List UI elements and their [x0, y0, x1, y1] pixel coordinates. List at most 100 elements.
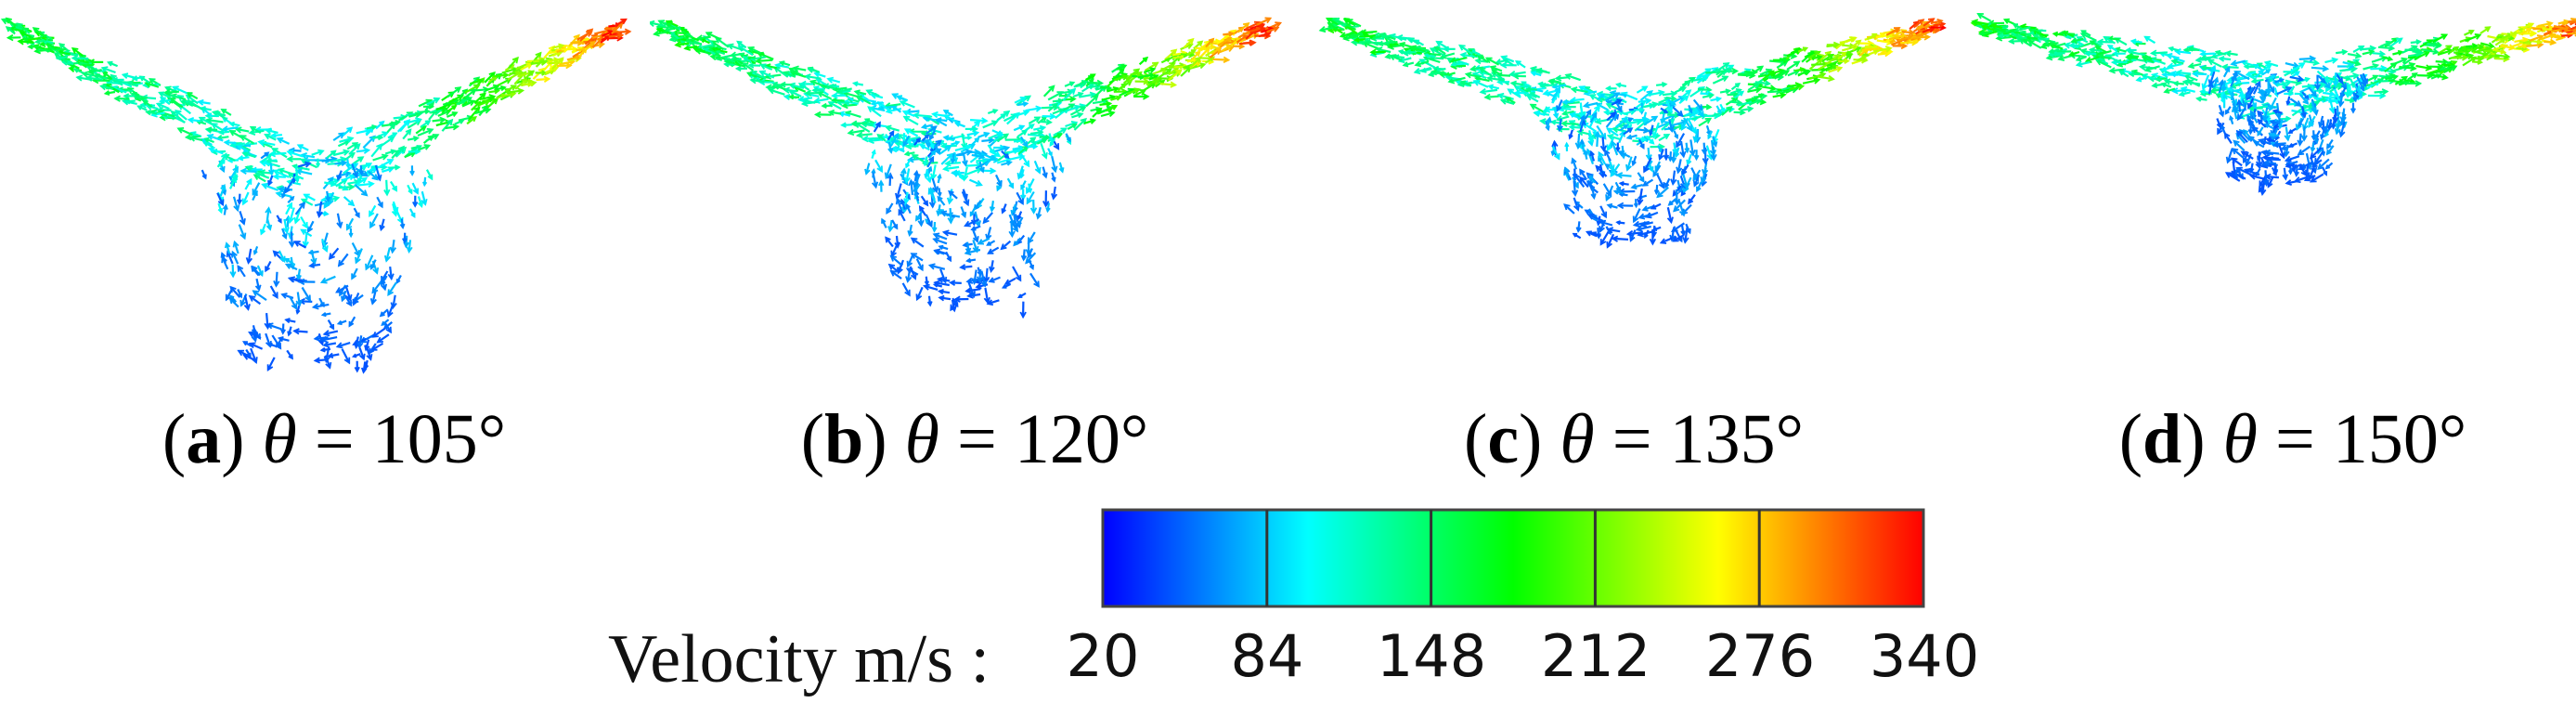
velocity-vector-head [1224, 36, 1233, 44]
velocity-vector-head [2208, 87, 2217, 95]
velocity-vector [1759, 69, 1772, 76]
velocity-vector-head [1029, 137, 1037, 143]
velocity-vector [1631, 184, 1643, 189]
velocity-vector-head [241, 150, 250, 158]
velocity-vector-head [390, 149, 397, 155]
velocity-vector [376, 196, 383, 208]
velocity-vector-head [231, 250, 238, 258]
velocity-vector-head [920, 124, 927, 130]
velocity-vector [133, 94, 149, 104]
velocity-vector-head [451, 111, 459, 117]
velocity-vector-head [1427, 71, 1435, 78]
velocity-vector-head [598, 41, 606, 48]
velocity-vector [2174, 57, 2185, 63]
velocity-vector-head [926, 165, 933, 172]
velocity-vector [151, 111, 165, 116]
velocity-vector-head [288, 216, 295, 224]
velocity-vector-head [1058, 167, 1065, 174]
velocity-vector-head [765, 84, 772, 91]
velocity-vector [1006, 112, 1020, 125]
velocity-vector-head [265, 224, 273, 231]
velocity-vector-head [1663, 109, 1669, 114]
velocity-vector [1364, 38, 1379, 46]
velocity-vector [1611, 141, 1619, 156]
velocity-vector [1661, 237, 1673, 244]
velocity-vector-head [1210, 44, 1217, 50]
velocity-vector-head [1068, 103, 1076, 110]
velocity-vector [293, 330, 308, 333]
velocity-vector [145, 82, 160, 88]
velocity-vector-head [2195, 96, 2202, 102]
velocity-vector [1637, 225, 1651, 231]
velocity-vector-head [1208, 37, 1215, 45]
velocity-vector-head [527, 78, 534, 85]
velocity-vector-head [980, 150, 989, 157]
velocity-vector [417, 128, 434, 137]
velocity-vector [1780, 87, 1798, 94]
velocity-vector-head [341, 160, 348, 167]
velocity-vector-head [2411, 72, 2418, 79]
velocity-vector-head [237, 154, 244, 162]
velocity-vector [1680, 117, 1689, 130]
velocity-vector-head [17, 38, 25, 46]
velocity-vector-head [987, 248, 994, 254]
velocity-vector-head [1610, 170, 1617, 177]
velocity-vector-head [397, 145, 406, 153]
velocity-vector [2180, 91, 2191, 97]
velocity-vector-head [237, 265, 244, 272]
velocity-vector [2184, 74, 2198, 82]
velocity-vector [866, 89, 880, 98]
velocity-vector [1696, 68, 1712, 78]
velocity-vector-head [1175, 69, 1183, 76]
velocity-vector-head [299, 201, 305, 209]
velocity-vector [1579, 85, 1593, 94]
velocity-vector [2175, 50, 2192, 55]
velocity-vector [1636, 85, 1648, 94]
velocity-vector-head [1579, 168, 1586, 176]
velocity-vector-head [1674, 151, 1680, 159]
velocity-vector-head [964, 247, 972, 254]
velocity-vector-head [1024, 95, 1032, 102]
velocity-vector-head [1702, 157, 1709, 165]
velocity-vector-head [903, 176, 911, 185]
velocity-vector-head [284, 318, 291, 324]
velocity-vector-head [245, 257, 253, 265]
velocity-vector-head [2546, 20, 2554, 28]
velocity-vector [321, 275, 336, 284]
velocity-vector-head [345, 300, 353, 307]
velocity-vector-head [1606, 202, 1613, 209]
velocity-vector [1359, 40, 1372, 44]
velocity-vector-head [1606, 134, 1614, 141]
velocity-vector-head [947, 217, 954, 225]
velocity-vector [1107, 87, 1119, 93]
velocity-vector-head [220, 159, 226, 164]
velocity-vector-head [931, 111, 938, 119]
velocity-vector [351, 163, 358, 177]
velocity-vector-head [1585, 230, 1592, 237]
velocity-vector [775, 63, 790, 69]
velocity-vector-head [241, 198, 249, 206]
velocity-vector [2302, 101, 2319, 110]
velocity-vector-head [925, 142, 932, 149]
velocity-vector-head [1343, 17, 1350, 23]
velocity-vector-head [2052, 31, 2059, 37]
velocity-vector-head [1651, 131, 1659, 139]
velocity-vector [536, 77, 550, 82]
velocity-vector-head [586, 31, 593, 37]
velocity-vector [1991, 23, 2003, 30]
velocity-vector [216, 192, 225, 205]
velocity-vector-head [894, 241, 901, 249]
velocity-vector-head [1827, 74, 1835, 83]
velocity-vector [387, 304, 395, 317]
velocity-vector [342, 126, 353, 137]
velocity-vector [939, 145, 951, 155]
velocity-vector-head [1653, 189, 1660, 196]
velocity-vector-head [1550, 150, 1556, 157]
velocity-vector-head [895, 197, 902, 205]
velocity-vector-head [1673, 205, 1680, 213]
velocity-vector [897, 259, 905, 274]
velocity-vector [432, 118, 446, 123]
velocity-vector [974, 211, 980, 227]
velocity-vector-head [2341, 48, 2349, 56]
velocity-vector-head [2401, 57, 2409, 64]
